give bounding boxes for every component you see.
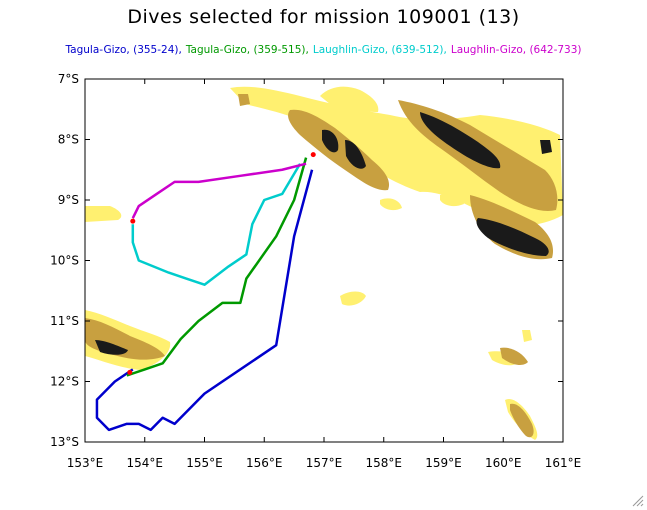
y-tick-label: 7°S bbox=[58, 72, 79, 86]
map-frame bbox=[84, 78, 564, 443]
dive-start-marker bbox=[310, 152, 316, 158]
dive-track bbox=[126, 157, 308, 377]
x-tick-label: 160°E bbox=[485, 456, 522, 470]
resize-grip-icon[interactable] bbox=[631, 494, 645, 508]
dive-track bbox=[95, 169, 314, 432]
x-tick-label: 157°E bbox=[306, 456, 343, 470]
y-tick-label: 8°S bbox=[58, 133, 79, 147]
dive-tracks bbox=[95, 152, 316, 432]
x-tick-label: 153°E bbox=[67, 456, 104, 470]
legend: Tagula-Gizo, (355-24), Tagula-Gizo, (359-… bbox=[0, 44, 647, 56]
chart-title: Dives selected for mission 109001 (13) bbox=[127, 6, 520, 28]
y-axis-labels: 7°S 8°S 9°S 10°S 11°S 12°S 13°S bbox=[50, 72, 79, 449]
dive-track bbox=[131, 162, 307, 219]
dive-track bbox=[131, 163, 302, 286]
x-axis-labels: 153°E 154°E 155°E 156°E 157°E 158°E 159°E 160°E… bbox=[67, 456, 582, 470]
bathymetry-layer bbox=[85, 86, 563, 440]
y-tick-label: 9°S bbox=[58, 193, 79, 207]
x-tick-label: 161°E bbox=[545, 456, 582, 470]
legend-item: Tagula-Gizo, (359-515), bbox=[185, 44, 309, 56]
x-tick-label: 154°E bbox=[127, 456, 164, 470]
y-tick-label: 11°S bbox=[50, 314, 79, 328]
y-tick-label: 12°S bbox=[50, 375, 79, 389]
x-tick-label: 158°E bbox=[366, 456, 403, 470]
legend-item: Laughlin-Gizo, (642-733) bbox=[450, 44, 582, 56]
x-tick-label: 159°E bbox=[425, 456, 462, 470]
dive-start-marker bbox=[127, 369, 133, 375]
legend-item: Laughlin-Gizo, (639-512), bbox=[312, 44, 447, 56]
legend-item: Tagula-Gizo, (355-24), bbox=[65, 44, 182, 56]
x-tick-label: 156°E bbox=[246, 456, 283, 470]
x-tick-label: 155°E bbox=[186, 456, 223, 470]
y-tick-label: 10°S bbox=[50, 254, 79, 268]
dive-start-marker bbox=[130, 218, 136, 224]
y-tick-label: 13°S bbox=[50, 435, 79, 449]
